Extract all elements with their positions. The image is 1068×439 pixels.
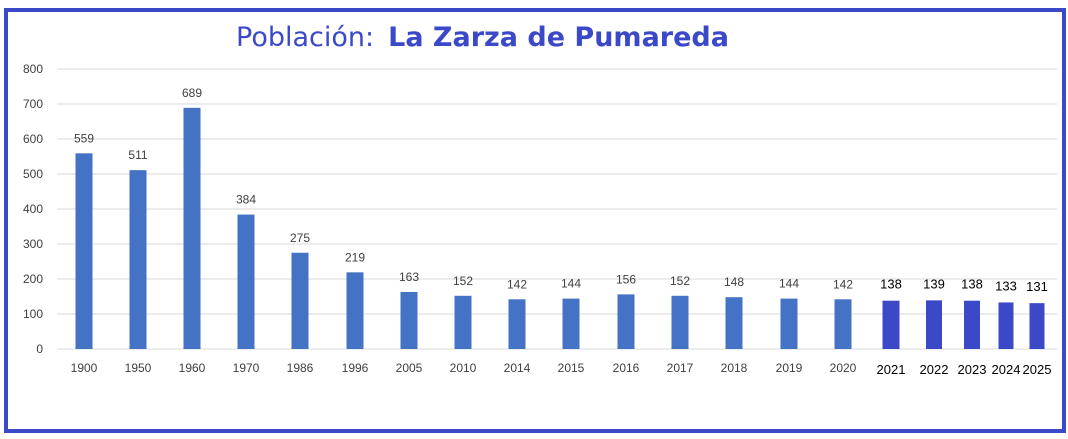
bar [183,107,201,349]
data-label: 139 [923,276,945,291]
x-tick-label: 2019 [776,361,803,375]
y-tick-label: 400 [23,202,43,216]
x-tick-label: 1986 [287,361,314,375]
y-tick-label: 0 [36,342,43,356]
data-label: 142 [507,277,527,291]
bar [780,298,798,349]
bar [562,298,580,349]
data-label: 219 [345,250,365,264]
bar [129,170,147,349]
x-tick-label: 2021 [877,362,906,377]
bar [882,300,900,349]
x-tick-label: 1900 [71,361,98,375]
bar [1029,303,1045,349]
y-tick-label: 100 [23,307,43,321]
bar [964,300,980,349]
y-tick-label: 600 [23,132,43,146]
bar [291,252,309,349]
bar [725,297,743,349]
x-tick-label: 2005 [396,361,423,375]
y-tick-label: 800 [23,62,43,76]
bar [926,300,942,349]
data-label: 156 [616,272,636,286]
bar [508,299,526,349]
data-label: 144 [561,277,581,291]
chart-frame [4,8,1066,433]
data-label: 275 [290,231,310,245]
bar [400,291,418,349]
x-tick-label: 1996 [342,361,369,375]
bar [75,153,93,349]
x-tick-label: 2017 [667,361,694,375]
x-tick-label: 2018 [721,361,748,375]
x-tick-label: 1970 [233,361,260,375]
chart-title: Población: La Zarza de Pumareda [236,22,729,53]
x-tick-label: 2016 [613,361,640,375]
x-tick-label: 2023 [958,362,987,377]
data-label: 131 [1026,279,1048,294]
x-tick-label: 2022 [920,362,949,377]
x-tick-label: 2014 [504,361,531,375]
bar [671,295,689,349]
data-label: 511 [128,148,147,162]
bar [237,214,255,349]
y-tick-label: 200 [23,272,43,286]
data-label: 152 [453,274,473,288]
x-tick-label: 2015 [558,361,585,375]
data-label: 144 [779,277,799,291]
bar [617,294,635,349]
x-tick-label: 1960 [179,361,206,375]
data-label: 142 [833,277,853,291]
x-tick-label: 2020 [830,361,857,375]
bar [346,272,364,349]
y-tick-label: 300 [23,237,43,251]
x-tick-label: 2024 [992,362,1021,377]
data-label: 152 [670,274,690,288]
x-tick-label: 2025 [1023,362,1052,377]
x-tick-label: 2010 [450,361,477,375]
data-label: 148 [724,275,744,289]
bar [834,299,852,349]
chart-title-prefix: Población: [236,22,375,53]
data-label: 133 [995,278,1017,293]
data-label: 138 [880,277,902,292]
data-label: 559 [74,131,94,145]
bar [454,295,472,349]
data-label: 138 [961,277,983,292]
data-label: 689 [182,86,202,100]
y-tick-label: 500 [23,167,43,181]
chart-title-name: La Zarza de Pumareda [388,22,729,53]
bar [998,302,1014,349]
y-tick-label: 700 [23,97,43,111]
x-tick-label: 1950 [125,361,152,375]
data-label: 384 [236,193,256,207]
data-label: 163 [399,270,419,284]
